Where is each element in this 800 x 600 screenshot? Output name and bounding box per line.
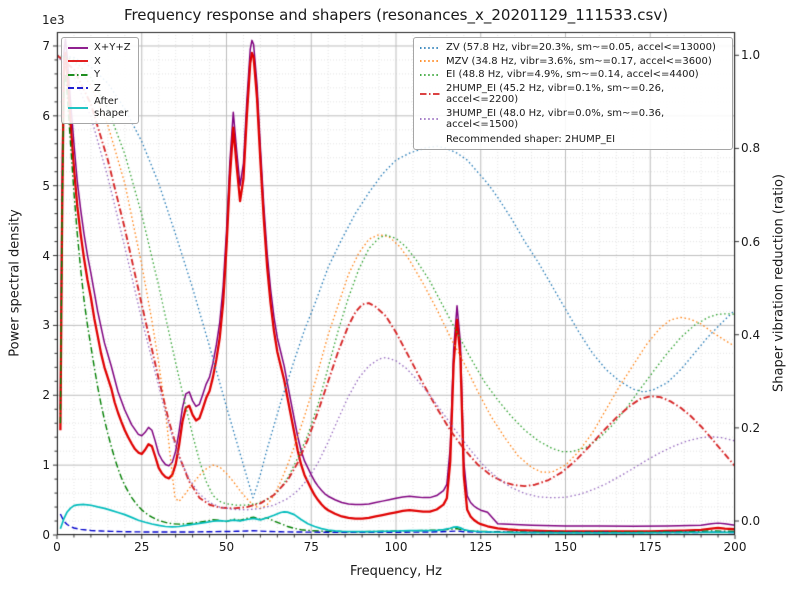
legend-item-ei: EI (48.8 Hz, vibr=4.9%, sm~=0.14, accel<… xyxy=(419,69,725,81)
legend-label: 2HUMP_EI (45.2 Hz, vibr=0.1%, sm~=0.26, … xyxy=(446,82,665,106)
legend-item-mzv: MZV (34.8 Hz, vibr=3.6%, sm~=0.17, accel… xyxy=(419,56,725,68)
legend-line-sample xyxy=(68,46,88,49)
legend-line-sample xyxy=(420,73,440,76)
legend-line-sample xyxy=(420,93,440,95)
legend-line-sample xyxy=(420,118,440,120)
recommended-shaper-note: Recommended shaper: 2HUMP_EI xyxy=(446,133,616,145)
chart-title: Frequency response and shapers (resonanc… xyxy=(123,6,669,24)
legend-shapers: ZV (57.8 Hz, vibr=20.3%, sm~=0.05, accel… xyxy=(413,37,733,150)
legend-label: X+Y+Z xyxy=(94,42,131,53)
legend-line-sample xyxy=(420,60,440,63)
legend-label: MZV (34.8 Hz, vibr=3.6%, sm~=0.17, accel… xyxy=(446,55,712,67)
legend-item-3hump_ei: 3HUMP_EI (48.0 Hz, vibr=0.0%, sm~=0.36, … xyxy=(419,108,725,131)
legend-line-sample xyxy=(68,73,88,76)
legend-psd: X+Y+Z X Y Z After shaper xyxy=(61,37,139,124)
legend-item-zv: ZV (57.8 Hz, vibr=20.3%, sm~=0.05, accel… xyxy=(419,42,725,54)
y-left-axis-label: Power spectral density xyxy=(7,209,23,357)
legend-line-sample xyxy=(68,87,88,90)
legend-label: ZV (57.8 Hz, vibr=20.3%, sm~=0.05, accel… xyxy=(446,42,716,53)
legend-item-x+y+z: X+Y+Z xyxy=(67,42,131,54)
legend-label: Z xyxy=(94,82,101,94)
y-right-axis-label: Shaper vibration reduction (ratio) xyxy=(771,174,787,392)
legend-item-2hump_ei: 2HUMP_EI (45.2 Hz, vibr=0.1%, sm~=0.26, … xyxy=(419,83,725,106)
legend-label: X xyxy=(94,55,101,67)
legend-label: After shaper xyxy=(94,96,129,119)
legend-line-sample xyxy=(68,60,88,63)
legend-item-aftershaper: After shaper xyxy=(67,96,131,119)
legend-item-y: Y xyxy=(67,69,131,81)
legend-item-z: Z xyxy=(67,83,131,95)
y-left-offset-text: 1e3 xyxy=(42,13,65,27)
legend-line-sample xyxy=(68,106,88,109)
legend-label: Y xyxy=(94,69,101,80)
x-axis-label: Frequency, Hz xyxy=(349,564,443,579)
legend-item-x: X xyxy=(67,56,131,68)
legend-line-sample xyxy=(420,46,440,49)
legend-label: 3HUMP_EI (48.0 Hz, vibr=0.0%, sm~=0.36, … xyxy=(446,107,665,131)
legend-label: EI (48.8 Hz, vibr=4.9%, sm~=0.14, accel<… xyxy=(446,69,699,80)
